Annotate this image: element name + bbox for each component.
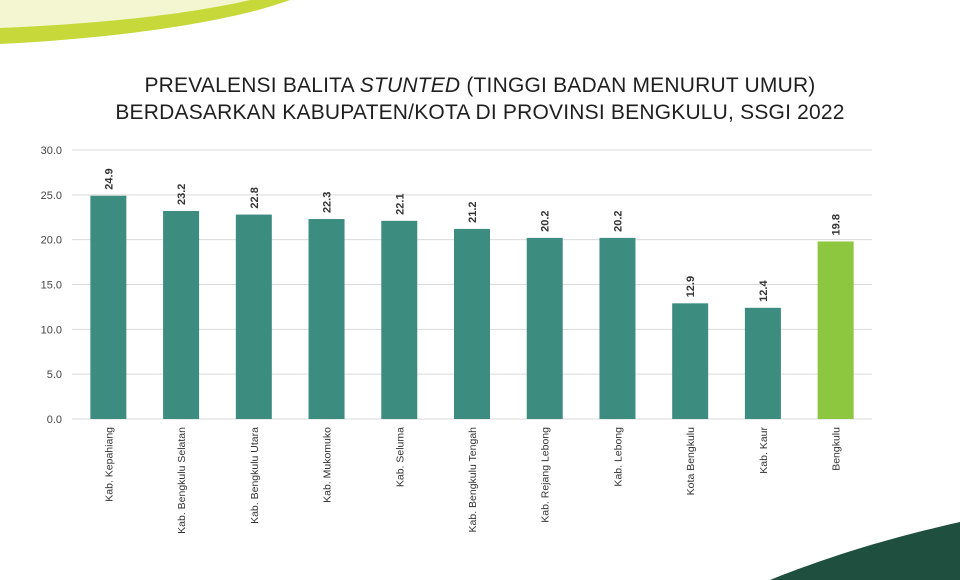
y-tick-label: 0.0	[47, 414, 62, 426]
bar-kab-bengkulu-selatan	[163, 210, 200, 419]
bar-kab-bengkulu-utara	[235, 214, 272, 419]
chart-title-line-2: BERDASARKAN KABUPATEN/KOTA DI PROVINSI B…	[115, 101, 845, 124]
title-text-part: PREVALENSI BALITA	[144, 74, 360, 97]
x-category-label: Kab. Mukomuko	[322, 427, 334, 503]
y-tick-label: 15.0	[41, 280, 62, 292]
x-category-label: Kab. Kepahiang	[103, 427, 115, 502]
bar-value-label: 23.2	[176, 184, 188, 205]
y-tick-label: 30.0	[41, 145, 62, 157]
bar-kab-kepahiang	[90, 195, 127, 419]
bar-value-label: 20.2	[540, 210, 552, 231]
y-axis: 0.0 5.0 10.0 15.0 20.0 25.0 30.0	[41, 145, 62, 426]
bar-value-label: 19.8	[831, 214, 843, 235]
x-category-label: Kab. Rejang Lebong	[540, 427, 552, 523]
bar-value-label: 21.2	[467, 201, 479, 222]
x-category-label: Kab. Kaur	[758, 427, 770, 474]
x-category-label: Kab. Lebong	[612, 427, 624, 487]
x-category-label: Kab. Bengkulu Selatan	[176, 427, 188, 534]
y-tick-label: 10.0	[41, 324, 62, 336]
bar-value-label: 20.2	[612, 210, 624, 231]
y-tick-label: 5.0	[47, 369, 62, 381]
title-italic-word: STUNTED	[359, 74, 461, 97]
bar-value-label: 22.1	[394, 193, 406, 214]
bar-value-label: 12.9	[685, 276, 697, 297]
x-category-label: Kab. Bengkulu Tengah	[467, 427, 479, 533]
y-tick-label: 25.0	[41, 190, 62, 202]
title-text-part: (TINGGI BADAN MENURUT UMUR)	[460, 74, 816, 97]
bar-kab-lebong	[599, 237, 636, 419]
x-category-label: Kab. Seluma	[394, 427, 406, 487]
bar-kab-mukomuko	[308, 219, 345, 419]
bar-kab-seluma	[381, 220, 418, 419]
bar-kab-rejang-lebong	[526, 237, 563, 419]
x-category-label: Kota Bengkulu	[685, 427, 697, 495]
bar-value-label: 22.8	[249, 187, 261, 208]
bar-kab-kaur	[744, 307, 781, 419]
bar-kota-bengkulu	[672, 303, 709, 419]
bar-value-label: 12.4	[758, 280, 770, 302]
x-category-label: Kab. Bengkulu Utara	[249, 427, 261, 524]
bottom-right-dark-swoosh	[770, 522, 960, 580]
bar-bengkulu	[817, 241, 854, 419]
chart-title-line-1: PREVALENSI BALITA STUNTED (TINGGI BADAN …	[0, 72, 960, 99]
x-category-label: Bengkulu	[831, 427, 843, 471]
chart-title: PREVALENSI BALITA STUNTED (TINGGI BADAN …	[0, 72, 960, 126]
bar-kab-bengkulu-tengah	[454, 228, 490, 419]
y-tick-label: 20.0	[41, 235, 62, 247]
x-axis: Kab. Kepahiang Kab. Bengkulu Selatan Kab. …	[103, 427, 842, 534]
chart-bars: 24.9 23.2 22.8 22.3 22.1 21.2 20.2 20.2 12.9 12.4…	[90, 168, 854, 419]
bar-value-label: 24.9	[103, 168, 115, 189]
bar-value-label: 22.3	[322, 192, 334, 213]
top-left-white-curve	[0, 0, 250, 28]
